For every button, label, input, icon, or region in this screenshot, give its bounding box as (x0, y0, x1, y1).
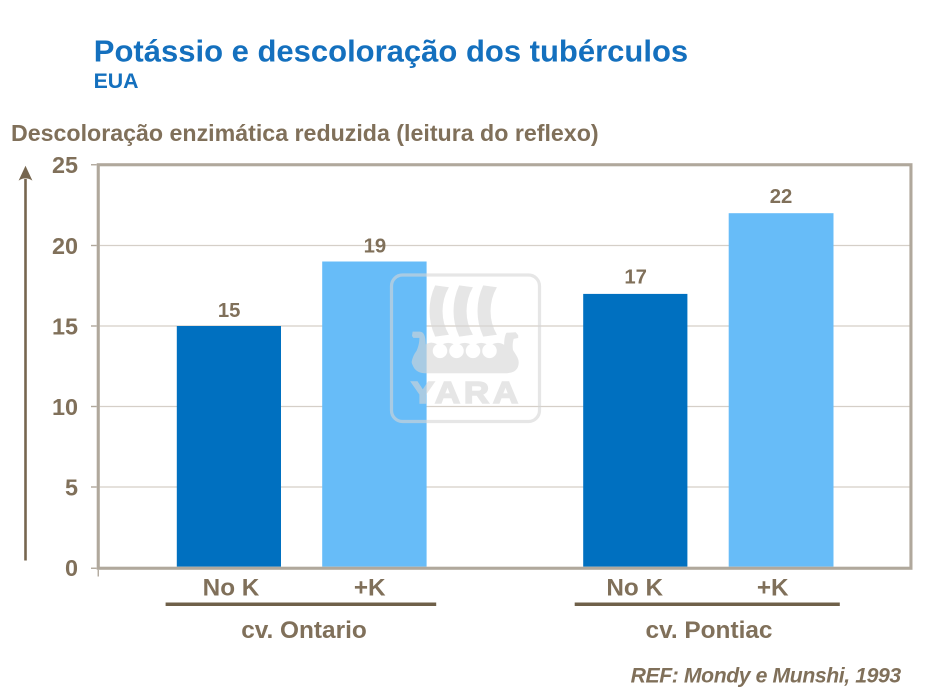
svg-text:19: 19 (364, 235, 387, 257)
svg-text:20: 20 (52, 233, 78, 259)
svg-text:No K: No K (606, 574, 663, 601)
svg-text:REF: Mondy e Munshi, 1993: REF: Mondy e Munshi, 1993 (631, 664, 902, 687)
svg-text:Potássio e descoloração dos tu: Potássio e descoloração dos tubérculos (94, 33, 688, 68)
svg-text:17: 17 (624, 267, 647, 289)
svg-text:+K: +K (757, 574, 789, 601)
svg-text:cv. Ontario: cv. Ontario (241, 617, 367, 644)
svg-text:5: 5 (65, 474, 78, 500)
svg-text:EUA: EUA (94, 69, 139, 93)
svg-text:Descoloração enzimática reduzi: Descoloração enzimática reduzida (leitur… (11, 120, 599, 146)
svg-text:15: 15 (218, 300, 241, 322)
svg-text:25: 25 (52, 152, 78, 178)
svg-text:15: 15 (52, 313, 78, 339)
svg-text:10: 10 (52, 394, 78, 420)
svg-text:No K: No K (203, 574, 260, 601)
svg-text:YARA: YARA (411, 375, 522, 410)
svg-text:cv. Pontiac: cv. Pontiac (646, 617, 773, 644)
svg-text:0: 0 (65, 555, 78, 581)
svg-text:22: 22 (770, 186, 793, 208)
svg-text:+K: +K (354, 574, 386, 601)
